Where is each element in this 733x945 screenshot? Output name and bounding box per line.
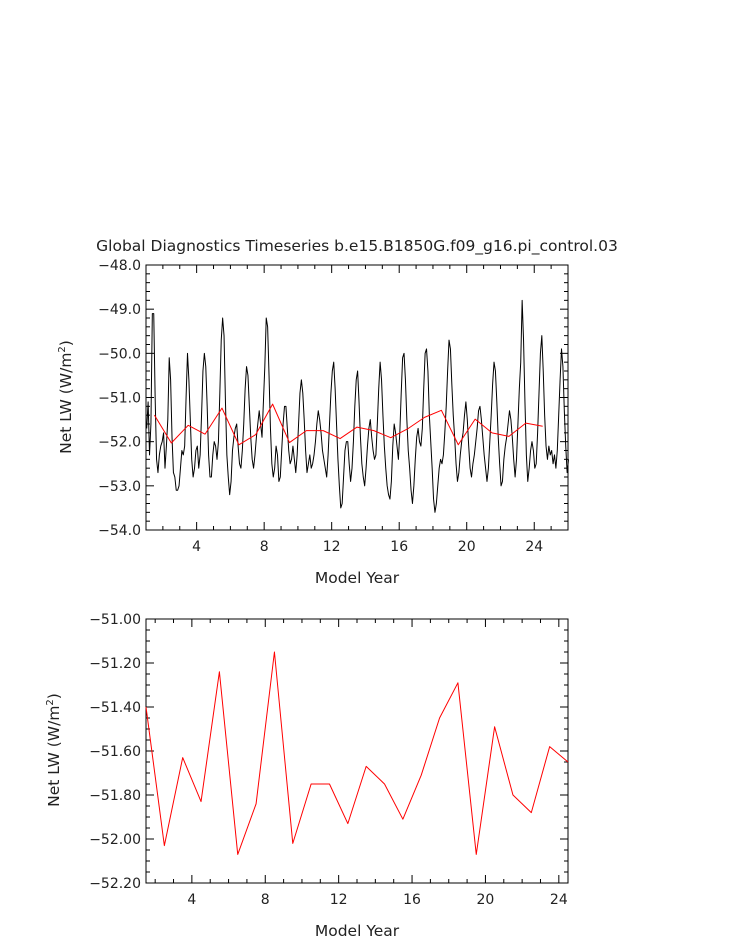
series-line-1 bbox=[154, 403, 543, 446]
chart-title: Global Diagnostics Timeseries b.e15.B185… bbox=[96, 237, 618, 256]
bottom-chart: 4 8 12 16 20 24 −52.20 −52.00 −51.80 −51.60 −51.40… bbox=[45, 612, 569, 940]
x-tick-label: 20 bbox=[477, 892, 495, 908]
bottom-x-axis-label: Model Year bbox=[315, 922, 400, 940]
top-chart: Global Diagnostics Timeseries b.e15.B185… bbox=[57, 237, 618, 587]
y-tick-label: −48.0 bbox=[98, 258, 141, 274]
y-tick-label: −52.20 bbox=[89, 876, 141, 892]
top-series bbox=[146, 299, 570, 513]
top-y-label-close: ) bbox=[57, 340, 75, 346]
top-y-axis-label: Net LW (W/m2) bbox=[57, 340, 75, 454]
top-y-label-superscript: 2 bbox=[57, 346, 68, 352]
x-tick-label: 12 bbox=[330, 892, 348, 908]
y-tick-label: −54.0 bbox=[98, 523, 141, 539]
y-tick-label: −53.0 bbox=[98, 479, 141, 495]
x-tick-label: 24 bbox=[525, 539, 543, 555]
y-tick-label: −51.40 bbox=[89, 700, 141, 716]
bottom-y-label-close: ) bbox=[45, 693, 63, 699]
x-tick-label: 4 bbox=[187, 892, 196, 908]
x-tick-label: 24 bbox=[550, 892, 568, 908]
x-tick-label: 12 bbox=[323, 539, 341, 555]
x-tick-label: 20 bbox=[458, 539, 476, 555]
x-tick-label: 8 bbox=[261, 892, 270, 908]
series-line-0 bbox=[145, 651, 569, 855]
y-tick-label: −51.60 bbox=[89, 744, 141, 760]
bottom-axis-ticks: 4 8 12 16 20 24 −52.20 −52.00 −51.80 −51.60 −51.40… bbox=[89, 612, 568, 908]
y-tick-label: −51.80 bbox=[89, 788, 141, 804]
bottom-y-label-main: Net LW (W/m bbox=[45, 706, 63, 807]
series-line-0 bbox=[146, 299, 570, 513]
y-tick-label: −51.0 bbox=[98, 391, 141, 407]
y-tick-label: −52.0 bbox=[98, 435, 141, 451]
x-tick-label: 4 bbox=[192, 539, 201, 555]
bottom-y-axis-label: Net LW (W/m2) bbox=[45, 693, 63, 807]
top-y-label-main: Net LW (W/m bbox=[57, 353, 75, 454]
y-tick-label: −49.0 bbox=[98, 302, 141, 318]
x-tick-label: 16 bbox=[403, 892, 421, 908]
y-tick-label: −52.00 bbox=[89, 832, 141, 848]
y-tick-label: −51.00 bbox=[89, 612, 141, 628]
y-tick-label: −50.0 bbox=[98, 346, 141, 362]
x-tick-label: 8 bbox=[260, 539, 269, 555]
bottom-series bbox=[145, 651, 569, 855]
y-tick-label: −51.20 bbox=[89, 656, 141, 672]
bottom-y-label-superscript: 2 bbox=[45, 699, 56, 705]
top-x-axis-label: Model Year bbox=[315, 569, 400, 587]
top-axis-ticks: 4 8 12 16 20 24 −54.0 −53.0 −52.0 −51.0 −50.0 −49.0… bbox=[98, 258, 569, 555]
x-tick-label: 16 bbox=[390, 539, 408, 555]
